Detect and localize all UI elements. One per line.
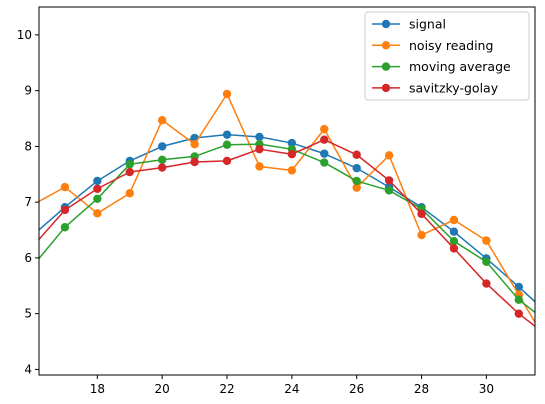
axes: 18 20 22 24 26 28 30 4 5 6 7 8 9 10 <box>17 28 494 396</box>
data-point-noisy-reading <box>60 182 70 192</box>
legend-marker-signal <box>381 19 391 29</box>
legend-label-moving-average: moving average <box>409 59 511 74</box>
data-point-signal <box>93 176 102 186</box>
x-tick-label: 26 <box>349 382 364 396</box>
data-point-savitzky-golay <box>255 144 264 154</box>
y-tick-label: 4 <box>24 362 32 376</box>
data-point-savitzky-golay <box>157 163 167 172</box>
data-point-savitzky-golay <box>384 176 394 185</box>
data-point-signal <box>255 132 264 142</box>
x-tick-label: 24 <box>284 382 299 396</box>
data-point-savitzky-golay <box>320 135 329 144</box>
data-point-savitzky-golay <box>449 244 459 253</box>
data-point-signal <box>449 227 459 236</box>
data-point-savitzky-golay <box>417 209 426 219</box>
data-point-moving-average <box>157 155 167 164</box>
data-point-savitzky-golay <box>222 156 232 166</box>
y-tick-label: 6 <box>24 251 32 265</box>
data-point-moving-average <box>514 295 523 304</box>
data-point-noisy-reading <box>157 115 167 125</box>
data-point-signal <box>320 149 329 158</box>
data-point-moving-average <box>93 194 102 204</box>
x-tick-label: 18 <box>90 382 105 396</box>
data-point-noisy-reading <box>320 124 329 134</box>
data-point-savitzky-golay <box>514 309 523 318</box>
legend-box <box>364 11 530 101</box>
series-layer <box>39 89 535 328</box>
legend-label-signal: signal <box>409 17 446 32</box>
y-tick-label: 8 <box>24 139 32 153</box>
data-point-savitzky-golay <box>60 205 70 215</box>
data-point-noisy-reading <box>287 166 297 175</box>
x-tick-label: 28 <box>414 382 429 396</box>
data-point-savitzky-golay <box>287 150 297 159</box>
data-point-noisy-reading <box>222 89 232 99</box>
data-point-signal <box>287 138 297 148</box>
data-point-moving-average <box>125 160 134 169</box>
data-point-savitzky-golay <box>482 279 491 288</box>
data-point-noisy-reading <box>190 139 199 149</box>
y-tick-label: 10 <box>17 28 32 42</box>
data-point-savitzky-golay <box>93 184 102 193</box>
data-point-moving-average <box>449 236 459 246</box>
data-point-noisy-reading <box>449 215 459 225</box>
data-point-savitzky-golay <box>125 167 134 177</box>
y-tick-label: 7 <box>24 195 32 209</box>
x-tick-label: 20 <box>155 382 170 396</box>
data-point-savitzky-golay <box>190 157 199 167</box>
data-point-signal <box>514 282 523 292</box>
x-tick-label: 22 <box>219 382 234 396</box>
legend: signal noisy reading moving average savitzk… <box>364 11 530 101</box>
data-point-moving-average <box>352 176 361 186</box>
data-point-savitzky-golay <box>352 150 361 159</box>
y-tick-label: 9 <box>24 84 32 98</box>
data-point-moving-average <box>320 158 329 167</box>
data-point-noisy-reading <box>384 151 394 160</box>
data-point-moving-average <box>60 223 70 232</box>
data-point-signal <box>157 142 167 151</box>
data-point-noisy-reading <box>482 236 491 245</box>
data-point-noisy-reading <box>255 162 264 171</box>
data-point-moving-average <box>482 257 491 267</box>
legend-marker-savitzky-golay <box>381 83 391 93</box>
legend-label-noisy-reading: noisy reading <box>409 38 493 53</box>
data-point-signal <box>222 130 232 139</box>
legend-marker-noisy-reading <box>381 41 391 50</box>
data-point-noisy-reading <box>93 209 102 218</box>
data-point-noisy-reading <box>125 189 134 198</box>
legend-label-savitzky-golay: savitzky-golay <box>409 80 499 95</box>
data-point-moving-average <box>384 186 394 195</box>
data-point-noisy-reading <box>352 183 361 192</box>
data-point-moving-average <box>222 140 232 149</box>
legend-marker-moving-average <box>381 62 391 71</box>
x-tick-label: 30 <box>479 382 494 396</box>
data-point-signal <box>352 163 361 173</box>
y-tick-label: 5 <box>24 307 32 321</box>
data-point-noisy-reading <box>417 230 426 240</box>
plot-frame <box>38 6 536 376</box>
